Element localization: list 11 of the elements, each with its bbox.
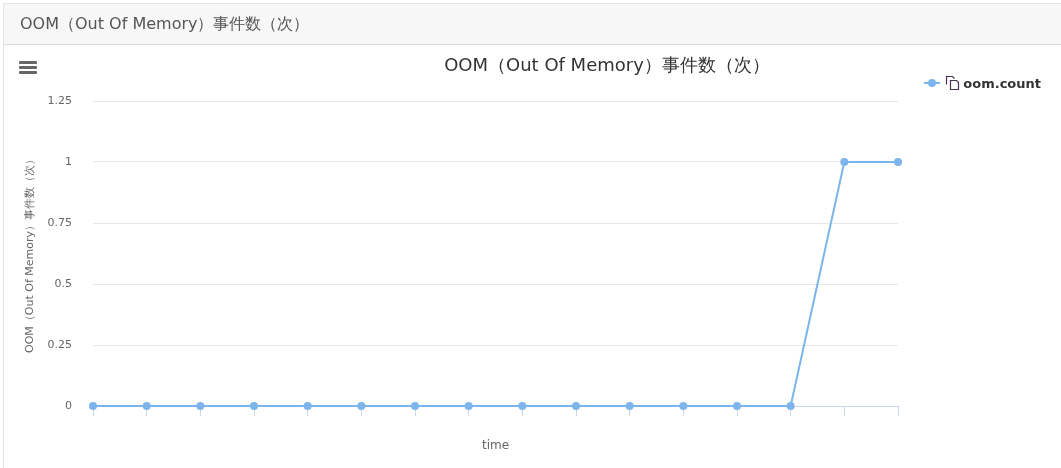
y-axis-title: OOM（Out Of Memory）事件数（次） <box>23 153 37 354</box>
y-tick-label: 0.75 <box>47 215 72 229</box>
chart-title: OOM（Out Of Memory）事件数（次） <box>444 54 770 76</box>
y-tick-label: 1.25 <box>47 93 72 107</box>
y-tick-label: 0 <box>65 398 72 412</box>
chart-title: OOM（Out Of Memory）事件数（次） <box>20 14 310 33</box>
y-tick-label: 0.25 <box>47 337 72 351</box>
text: oom.count <box>963 75 1041 91</box>
y-tick-label: 1 <box>65 154 72 168</box>
y-tick-label: 0.5 <box>54 276 72 290</box>
x-axis-title: time <box>481 437 510 452</box>
